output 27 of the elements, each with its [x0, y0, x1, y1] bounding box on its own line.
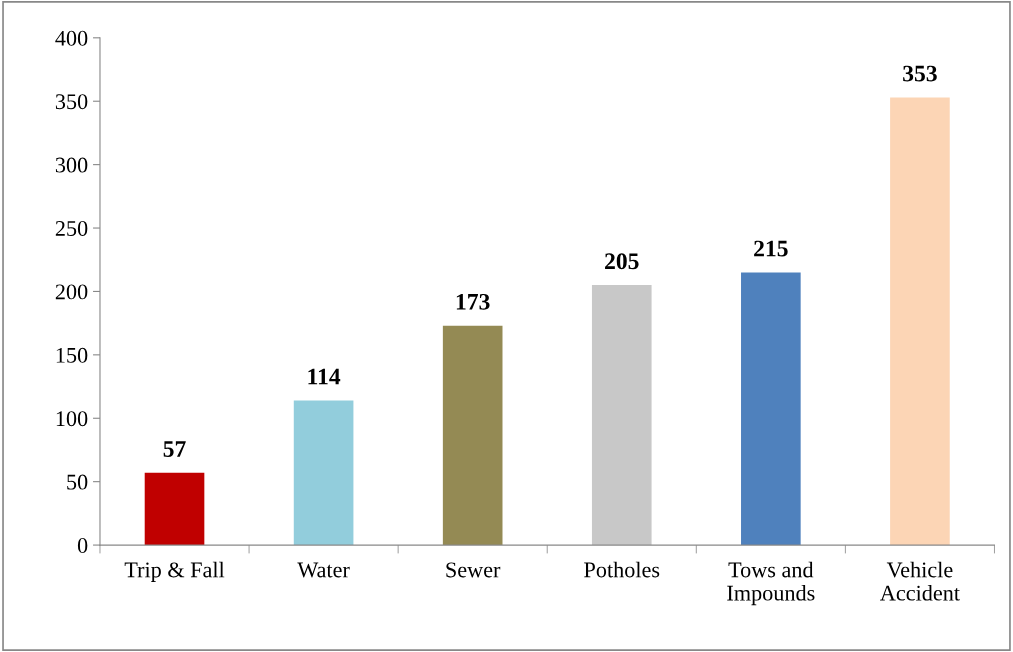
- data-label: 57: [163, 441, 186, 457]
- bar: [144, 472, 205, 546]
- bar: [442, 325, 503, 546]
- bar: [293, 400, 354, 546]
- x-tick-label: Tows and Impounds: [727, 561, 815, 606]
- bar: [591, 285, 652, 546]
- y-tick-label: 50: [67, 474, 88, 490]
- x-tick-label: Sewer: [446, 562, 501, 578]
- data-label: 353: [903, 65, 937, 82]
- y-tick-label: 100: [56, 411, 88, 427]
- data-label: 205: [605, 253, 639, 270]
- y-tick-label: 350: [55, 94, 88, 110]
- x-tick-label: Potholes: [584, 561, 660, 578]
- x-tick-label: Vehicle Accident: [880, 561, 960, 601]
- y-tick-label: 400: [55, 30, 88, 46]
- x-tick-label: Trip & Fall: [124, 561, 225, 582]
- data-label: 173: [456, 293, 490, 310]
- y-tick-label: 200: [55, 284, 88, 300]
- y-tick-label: 150: [56, 347, 88, 363]
- bar: [741, 272, 801, 546]
- y-tick-label: 0: [77, 538, 88, 553]
- data-label: 215: [754, 240, 788, 257]
- x-tick-label: Water: [297, 562, 350, 578]
- data-label: 114: [308, 368, 341, 385]
- y-tick-label: 250: [55, 220, 88, 236]
- bar: [890, 97, 950, 546]
- y-tick-label: 300: [55, 157, 88, 173]
